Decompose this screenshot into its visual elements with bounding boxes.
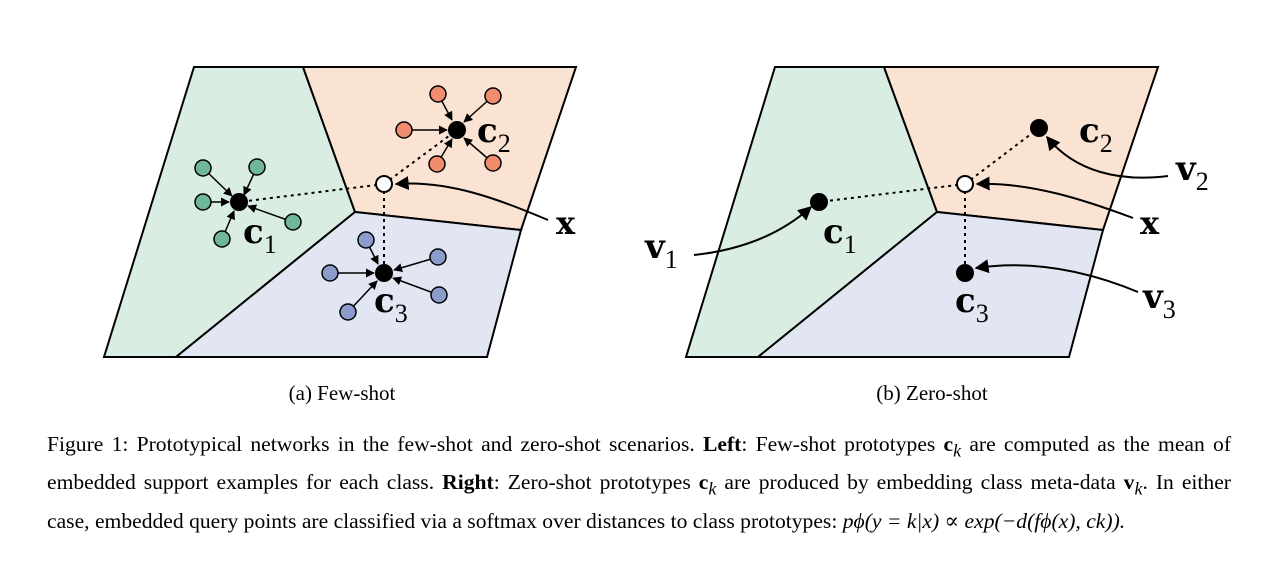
prototype-c1: [230, 193, 248, 211]
region-class-3: [755, 210, 1105, 358]
figure-caption: Figure 1: Prototypical networks in the f…: [47, 432, 1232, 533]
support-point: [428, 155, 446, 173]
region-class-3: [173, 210, 523, 358]
label-v3: v3: [1142, 277, 1176, 324]
panel-a-few-shot: c1 c2 c3 x (a) Few-shot: [102, 66, 578, 405]
query-arrow: [975, 176, 1134, 219]
query-to-c2-line: [383, 129, 458, 185]
prototype-c3: [956, 264, 974, 282]
math-vk: vk: [1123, 470, 1143, 499]
label-c2: c2: [477, 111, 511, 158]
support-point: [194, 159, 212, 177]
math-ck: ck: [698, 470, 717, 499]
support-point: [395, 121, 413, 139]
query-point-x: [956, 175, 974, 193]
label-c1: c1: [823, 212, 857, 259]
prototype-c2: [448, 121, 466, 139]
caption-few-shot: (a) Few-shot: [289, 381, 396, 405]
v3-arrow: [974, 259, 1139, 293]
panel-b-zero-shot: c1 c2 c3 x v1 v2 v3 (b) Zero-shot: [644, 66, 1209, 405]
caption-left-label: Left: [702, 432, 742, 456]
support-point: [213, 230, 231, 248]
prototype-c1: [810, 193, 828, 211]
v1-arrow: [693, 206, 813, 256]
label-x: x: [1140, 204, 1160, 242]
label-v2: v2: [1175, 149, 1209, 196]
support-point: [284, 213, 302, 231]
support-point: [429, 248, 447, 266]
query-to-c1-line: [238, 183, 385, 203]
label-c1: c1: [243, 212, 277, 259]
label-x: x: [556, 204, 576, 242]
caption-right-label: Right: [442, 470, 494, 495]
query-point-x: [375, 175, 393, 193]
label-v1: v1: [644, 227, 678, 274]
support-set-class-2: [395, 85, 502, 173]
caption-formula: pϕ(y = k|x) ∝ exp(−d(fϕ(x), ck)).: [842, 508, 1126, 533]
support-point: [484, 87, 502, 105]
support-set-class-1: [194, 158, 302, 248]
prototype-c3: [375, 264, 393, 282]
label-c3: c3: [955, 281, 989, 328]
query-to-c2-line: [964, 127, 1040, 185]
support-point: [248, 158, 266, 176]
support-point: [429, 85, 447, 103]
figure-diagrams: c1 c2 c3 x (a) Few-shot c1 c2 c3 x v1 v2…: [102, 66, 1209, 405]
query-arrow: [394, 176, 549, 221]
support-set-class-3: [321, 231, 448, 321]
support-point: [357, 231, 375, 249]
prototype-c2: [1030, 119, 1048, 137]
support-point: [321, 264, 339, 282]
v2-arrow: [1046, 135, 1169, 179]
support-point: [430, 286, 448, 304]
support-point: [484, 154, 502, 172]
caption-intro: Figure 1: Prototypical networks in the f…: [47, 432, 695, 456]
caption-zero-shot: (b) Zero-shot: [876, 381, 988, 405]
label-c3: c3: [374, 281, 408, 328]
support-point: [339, 303, 357, 321]
math-ck: ck: [943, 432, 962, 461]
support-point: [194, 193, 212, 211]
label-c2: c2: [1079, 111, 1113, 158]
